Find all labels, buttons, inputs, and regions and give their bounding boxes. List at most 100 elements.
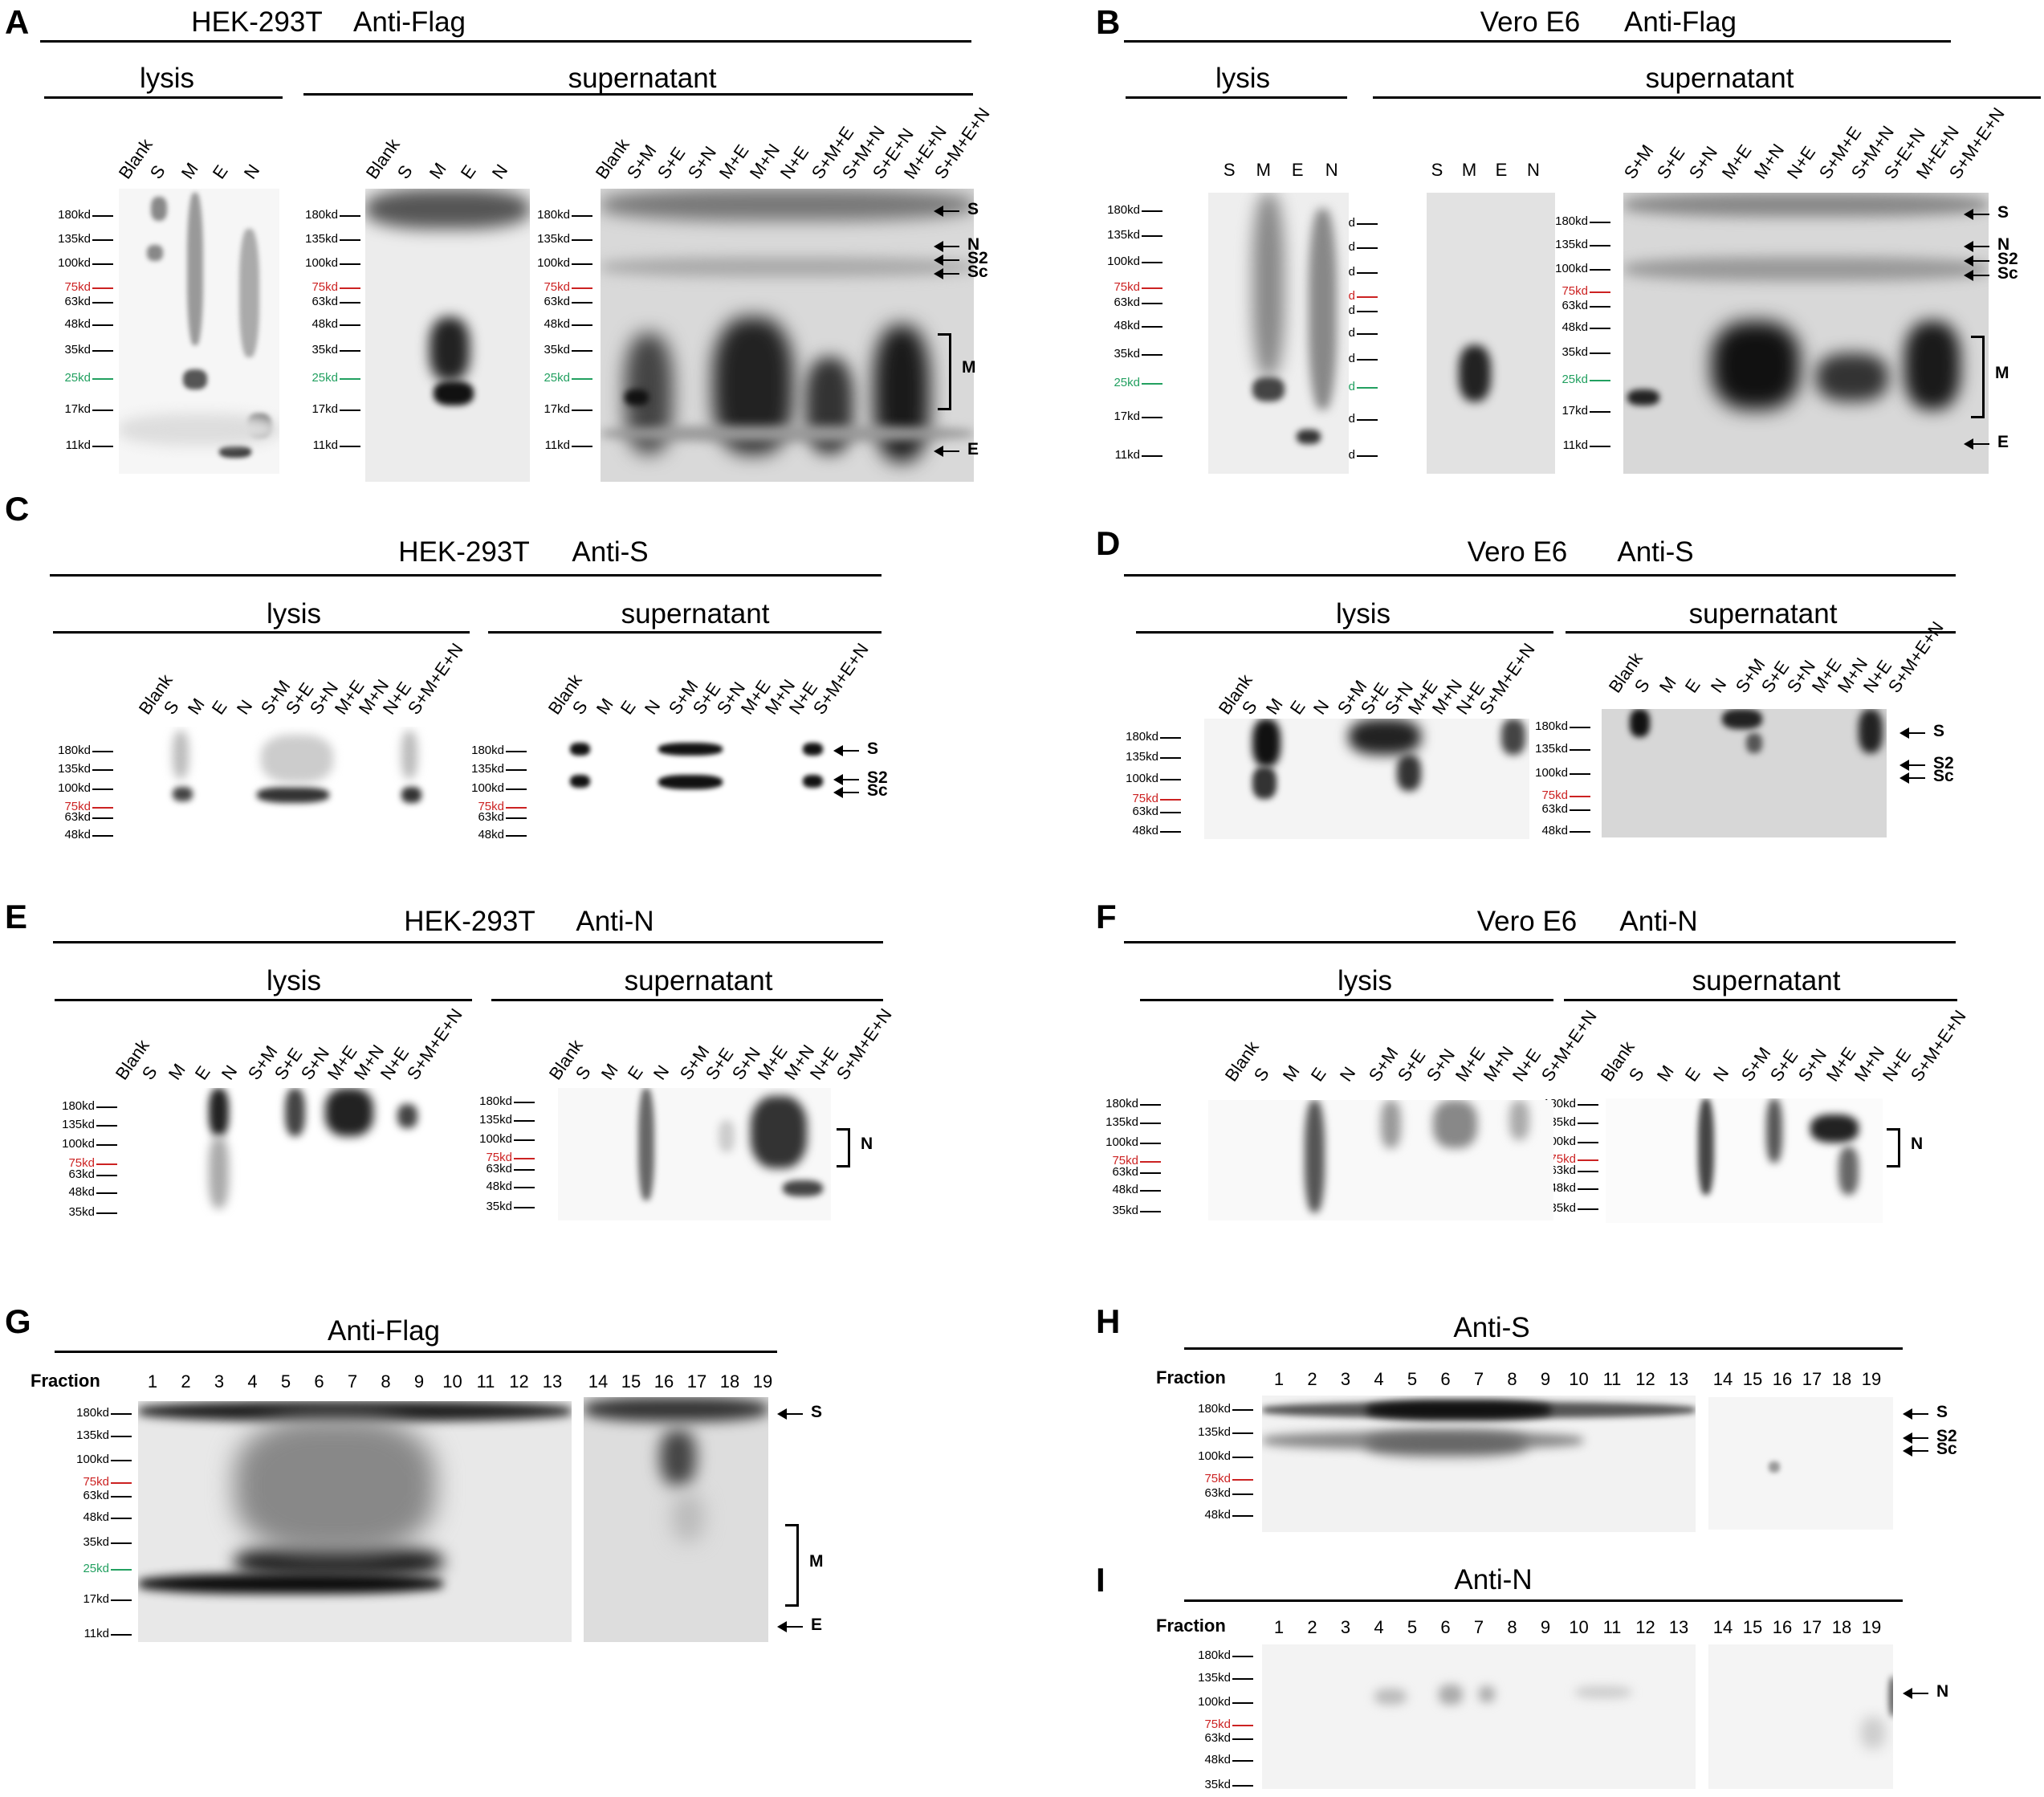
blot-band bbox=[601, 426, 974, 442]
band-annotation: E bbox=[1997, 433, 2009, 451]
panel-title-antibody: Anti-Flag bbox=[1623, 6, 1737, 38]
fraction-number: 14 bbox=[1712, 1617, 1733, 1637]
blot-band bbox=[187, 193, 203, 345]
blot-band bbox=[173, 731, 189, 779]
fraction-number: 10 bbox=[1569, 1369, 1589, 1389]
lane-label: Blank bbox=[591, 134, 633, 183]
marker-tick bbox=[572, 410, 592, 412]
fraction-number: 12 bbox=[1635, 1617, 1655, 1637]
marker-label: 75kd bbox=[64, 279, 91, 294]
divider-line bbox=[40, 40, 971, 43]
lane-label: S+N bbox=[683, 142, 721, 183]
lane-label: S+M+E+N bbox=[808, 639, 873, 719]
marker-label: 180kd bbox=[58, 208, 91, 222]
panel-label: G bbox=[5, 1302, 31, 1340]
marker-tick bbox=[1578, 1141, 1598, 1143]
blot-band bbox=[1746, 733, 1762, 753]
fraction-number: 19 bbox=[1861, 1617, 1882, 1637]
blot-band bbox=[601, 257, 974, 277]
marker-label: 17kd bbox=[1114, 410, 1140, 424]
blot-band bbox=[1889, 1677, 1893, 1717]
marker-tick bbox=[340, 324, 360, 326]
blot-band bbox=[401, 787, 421, 803]
fraction-number: 4 bbox=[1374, 1369, 1384, 1389]
annotation-arrow bbox=[934, 446, 959, 457]
band-annotation: E bbox=[967, 440, 979, 458]
lane-label: Blank bbox=[114, 134, 157, 183]
fraction-label: Fraction bbox=[31, 1371, 100, 1391]
blot-band bbox=[1501, 719, 1525, 755]
blot-band bbox=[1459, 345, 1491, 401]
lane-label: S+E bbox=[1393, 1045, 1430, 1086]
lane-label: S bbox=[393, 161, 417, 183]
annotation-arrow bbox=[1903, 1432, 1928, 1444]
marker-tick bbox=[1232, 1515, 1253, 1517]
section-label: supernatant bbox=[568, 63, 717, 94]
divider-line bbox=[1564, 999, 1957, 1001]
marker-tick bbox=[506, 788, 527, 790]
panel-title-cell: HEK-293T bbox=[398, 536, 530, 568]
lane-label: S bbox=[1238, 697, 1261, 719]
marker-label: 63kd bbox=[1541, 802, 1568, 817]
lane-label: M+N bbox=[1749, 140, 1789, 183]
blot-image bbox=[1204, 719, 1529, 839]
lane-label: S bbox=[1223, 160, 1236, 180]
annotation-arrow bbox=[777, 1621, 803, 1632]
marker-tick bbox=[1232, 1738, 1253, 1741]
lane-label: M bbox=[164, 1060, 189, 1084]
annotation-arrow bbox=[1964, 241, 1989, 252]
blot-band bbox=[1297, 430, 1321, 444]
marker-label: 11kd bbox=[1562, 438, 1588, 452]
marker-tick bbox=[1140, 1104, 1161, 1106]
marker-tick bbox=[92, 806, 113, 809]
lane-label: S+M+E+N bbox=[403, 639, 467, 719]
marker-tick bbox=[1142, 383, 1162, 385]
band-annotation: M bbox=[962, 358, 976, 377]
band-annotation: N bbox=[967, 235, 980, 254]
blot-image bbox=[124, 1088, 430, 1216]
divider-line bbox=[1136, 631, 1553, 634]
marker-label: 135kd bbox=[1198, 1424, 1231, 1439]
band-annotation: S bbox=[811, 1403, 823, 1421]
annotation-arrow bbox=[1964, 209, 1989, 220]
fraction-number: 16 bbox=[654, 1371, 674, 1392]
fraction-number: 9 bbox=[1540, 1617, 1551, 1637]
marker-label: 75kd bbox=[478, 799, 504, 813]
marker-tick bbox=[1590, 352, 1610, 355]
blot-band bbox=[1433, 1100, 1477, 1148]
lane-label: M+N bbox=[1850, 1042, 1889, 1086]
marker-tick bbox=[340, 350, 360, 352]
band-annotation: S bbox=[1933, 722, 1945, 740]
marker-tick bbox=[1357, 332, 1378, 335]
section-label: supernatant bbox=[1688, 598, 1838, 630]
fraction-label: Fraction bbox=[1156, 1616, 1226, 1636]
lane-label: Blank bbox=[361, 134, 404, 183]
marker-tick bbox=[1590, 410, 1610, 413]
marker-tick bbox=[92, 263, 113, 266]
marker-label: 63kd bbox=[1562, 298, 1588, 312]
lane-label: M bbox=[183, 695, 209, 719]
marker-tick bbox=[96, 1106, 117, 1108]
fraction-number: 15 bbox=[621, 1371, 641, 1392]
fraction-number: 3 bbox=[214, 1371, 225, 1392]
marker-label: 35kd bbox=[1112, 1204, 1138, 1217]
lane-label: M+E bbox=[1822, 1043, 1860, 1086]
marker-tick bbox=[1357, 223, 1378, 225]
marker-label: 35kd bbox=[544, 343, 570, 357]
marker-label: 180kd bbox=[1555, 214, 1588, 228]
blot-band bbox=[751, 1096, 807, 1168]
fraction-number: 17 bbox=[1802, 1369, 1822, 1389]
blot-band bbox=[401, 731, 417, 779]
annotation-arrow bbox=[1899, 727, 1925, 739]
marker-tick bbox=[506, 835, 527, 837]
blot-band bbox=[719, 1120, 735, 1152]
marker-tick bbox=[1232, 1409, 1253, 1411]
divider-line bbox=[303, 93, 973, 96]
marker-label: 48kd bbox=[64, 316, 91, 331]
lane-label: S+M+E+N bbox=[402, 1004, 466, 1084]
marker-tick bbox=[1140, 1211, 1161, 1212]
marker-tick bbox=[1140, 1190, 1161, 1192]
marker-label: 180kd bbox=[1535, 719, 1568, 733]
marker-label: 180kd bbox=[305, 208, 338, 222]
marker-label: 48kd bbox=[1541, 824, 1568, 837]
